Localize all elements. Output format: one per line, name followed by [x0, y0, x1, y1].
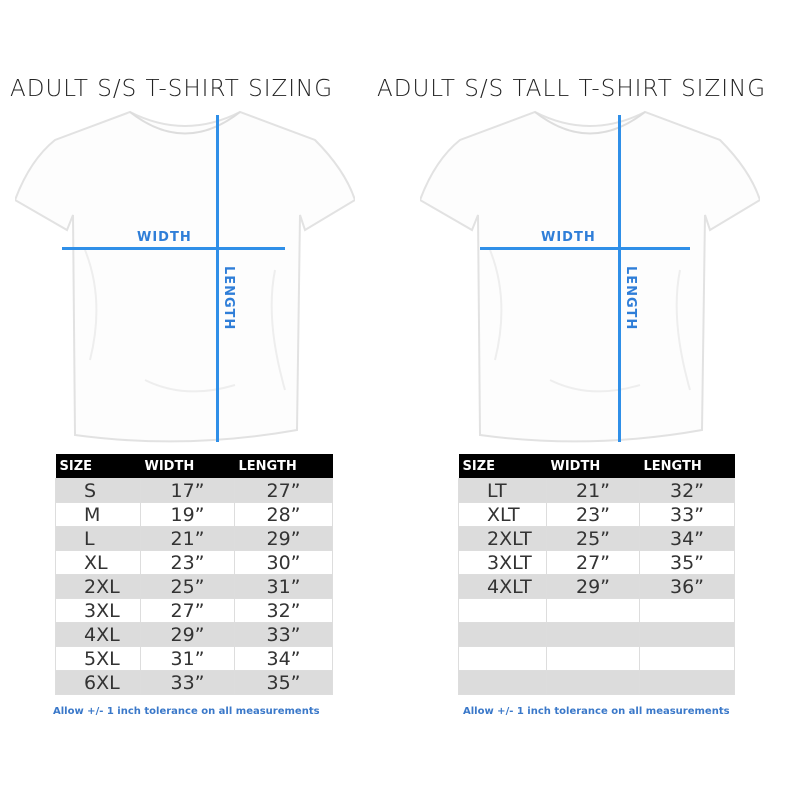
chart-title: ADULT S/S TALL T-SHIRT SIZING: [377, 76, 767, 102]
table-cell: 35”: [639, 550, 735, 575]
table-row: S 17” 27”: [55, 478, 333, 503]
table-cell: [546, 622, 640, 647]
column-header: SIZE: [458, 454, 547, 479]
table-cell: 27”: [234, 478, 333, 503]
table-row: LT 21” 32”: [458, 478, 735, 503]
table-cell: M: [55, 502, 141, 527]
table-cell: 32”: [234, 598, 333, 623]
table-cell: 27”: [546, 550, 640, 575]
table-row: 3XLT 27” 35”: [458, 550, 735, 575]
size-table: SIZE WIDTH LENGTH S 17” 27” M 19” 28” L 21” 29” XL 23…: [55, 454, 333, 695]
table-cell: 25”: [546, 526, 640, 551]
table-cell: [458, 670, 547, 695]
column-header: SIZE: [55, 454, 141, 479]
table-cell: 33”: [639, 502, 735, 527]
table-row: 2XL 25” 31”: [55, 574, 333, 599]
table-cell: 3XL: [55, 598, 141, 623]
width-label: WIDTH: [541, 230, 596, 245]
table-row: 4XLT 29” 36”: [458, 574, 735, 599]
table-cell: 6XL: [55, 670, 141, 695]
table-row: [458, 646, 735, 671]
table-row: 4XL 29” 33”: [55, 622, 333, 647]
table-row: M 19” 28”: [55, 502, 333, 527]
width-line: [480, 247, 690, 250]
table-row: L 21” 29”: [55, 526, 333, 551]
table-cell: 21”: [140, 526, 235, 551]
table-cell: 17”: [140, 478, 235, 503]
table-cell: 19”: [140, 502, 235, 527]
table-cell: 31”: [140, 646, 235, 671]
column-header: LENGTH: [234, 454, 333, 479]
width-label: WIDTH: [137, 230, 192, 245]
table-cell: 4XLT: [458, 574, 547, 599]
table-cell: [546, 670, 640, 695]
table-cell: XLT: [458, 502, 547, 527]
table-cell: [546, 646, 640, 671]
table-row: 2XLT 25” 34”: [458, 526, 735, 551]
length-label: LENGTH: [221, 266, 236, 331]
tolerance-note: Allow +/- 1 inch tolerance on all measur…: [463, 706, 730, 717]
table-cell: 29”: [140, 622, 235, 647]
table-cell: 25”: [140, 574, 235, 599]
table-cell: 30”: [234, 550, 333, 575]
table-row: XLT 23” 33”: [458, 502, 735, 527]
length-line: [216, 115, 219, 442]
table-cell: 34”: [639, 526, 735, 551]
table-row: [458, 598, 735, 623]
table-cell: [458, 598, 547, 623]
table-header: SIZE WIDTH LENGTH: [458, 454, 735, 479]
table-row: 6XL 33” 35”: [55, 670, 333, 695]
table-row: [458, 622, 735, 647]
length-label: LENGTH: [623, 266, 638, 331]
table-row: 5XL 31” 34”: [55, 646, 333, 671]
table-row: [458, 670, 735, 695]
table-cell: 35”: [234, 670, 333, 695]
table-cell: [639, 622, 735, 647]
table-cell: [639, 598, 735, 623]
tshirt-image: [420, 110, 760, 443]
table-cell: [458, 622, 547, 647]
tolerance-note: Allow +/- 1 inch tolerance on all measur…: [53, 706, 320, 717]
table-cell: XL: [55, 550, 141, 575]
table-cell: [639, 646, 735, 671]
table-cell: 2XL: [55, 574, 141, 599]
table-row: 3XL 27” 32”: [55, 598, 333, 623]
column-header: LENGTH: [639, 454, 735, 479]
table-cell: 29”: [234, 526, 333, 551]
column-header: WIDTH: [140, 454, 235, 479]
table-cell: 21”: [546, 478, 640, 503]
table-cell: [546, 598, 640, 623]
table-cell: 28”: [234, 502, 333, 527]
table-cell: 23”: [140, 550, 235, 575]
table-cell: 36”: [639, 574, 735, 599]
table-cell: 4XL: [55, 622, 141, 647]
table-cell: L: [55, 526, 141, 551]
width-line: [62, 247, 285, 250]
size-table: SIZE WIDTH LENGTH LT 21” 32” XLT 23” 33” 2XLT 25” 3…: [458, 454, 735, 695]
table-row: XL 23” 30”: [55, 550, 333, 575]
table-cell: 2XLT: [458, 526, 547, 551]
length-line: [618, 115, 621, 442]
table-cell: 31”: [234, 574, 333, 599]
table-cell: 33”: [234, 622, 333, 647]
table-cell: 23”: [546, 502, 640, 527]
tshirt-image: [15, 110, 355, 443]
chart-title: ADULT S/S T-SHIRT SIZING: [10, 76, 334, 102]
table-cell: S: [55, 478, 141, 503]
table-cell: [639, 670, 735, 695]
table-cell: 32”: [639, 478, 735, 503]
table-cell: 3XLT: [458, 550, 547, 575]
table-cell: 29”: [546, 574, 640, 599]
table-cell: 34”: [234, 646, 333, 671]
column-header: WIDTH: [546, 454, 640, 479]
table-cell: 33”: [140, 670, 235, 695]
table-cell: LT: [458, 478, 547, 503]
table-cell: 5XL: [55, 646, 141, 671]
table-header: SIZE WIDTH LENGTH: [55, 454, 333, 479]
table-cell: [458, 646, 547, 671]
table-cell: 27”: [140, 598, 235, 623]
